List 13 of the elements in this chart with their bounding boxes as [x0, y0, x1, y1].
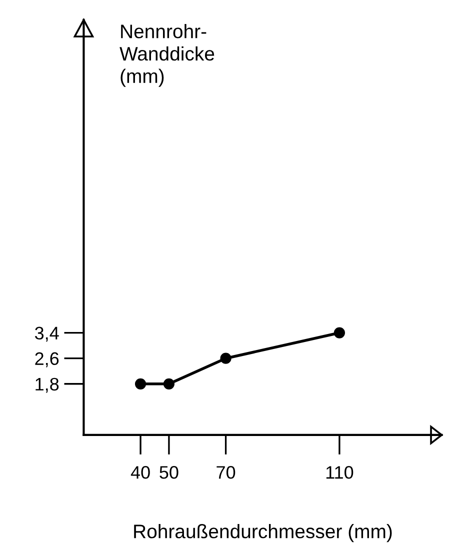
x-tick-label: 110	[326, 466, 354, 479]
y-axis-title: Nennrohr- Wanddicke (mm)	[120, 24, 214, 87]
y-tick-label: 2,6	[35, 352, 59, 368]
point	[334, 327, 346, 338]
x-tick-label: 40	[130, 466, 150, 479]
point	[163, 378, 175, 390]
x-tick-label: 70	[216, 466, 236, 479]
x-tick-label: 50	[160, 466, 178, 479]
point	[220, 352, 232, 364]
y-tick-label: 3,4	[34, 326, 59, 342]
point	[134, 378, 146, 390]
x-axis-title: Rohraußendurchmesser (mm)	[134, 524, 392, 542]
y-tick-label: 1,8	[36, 378, 59, 393]
